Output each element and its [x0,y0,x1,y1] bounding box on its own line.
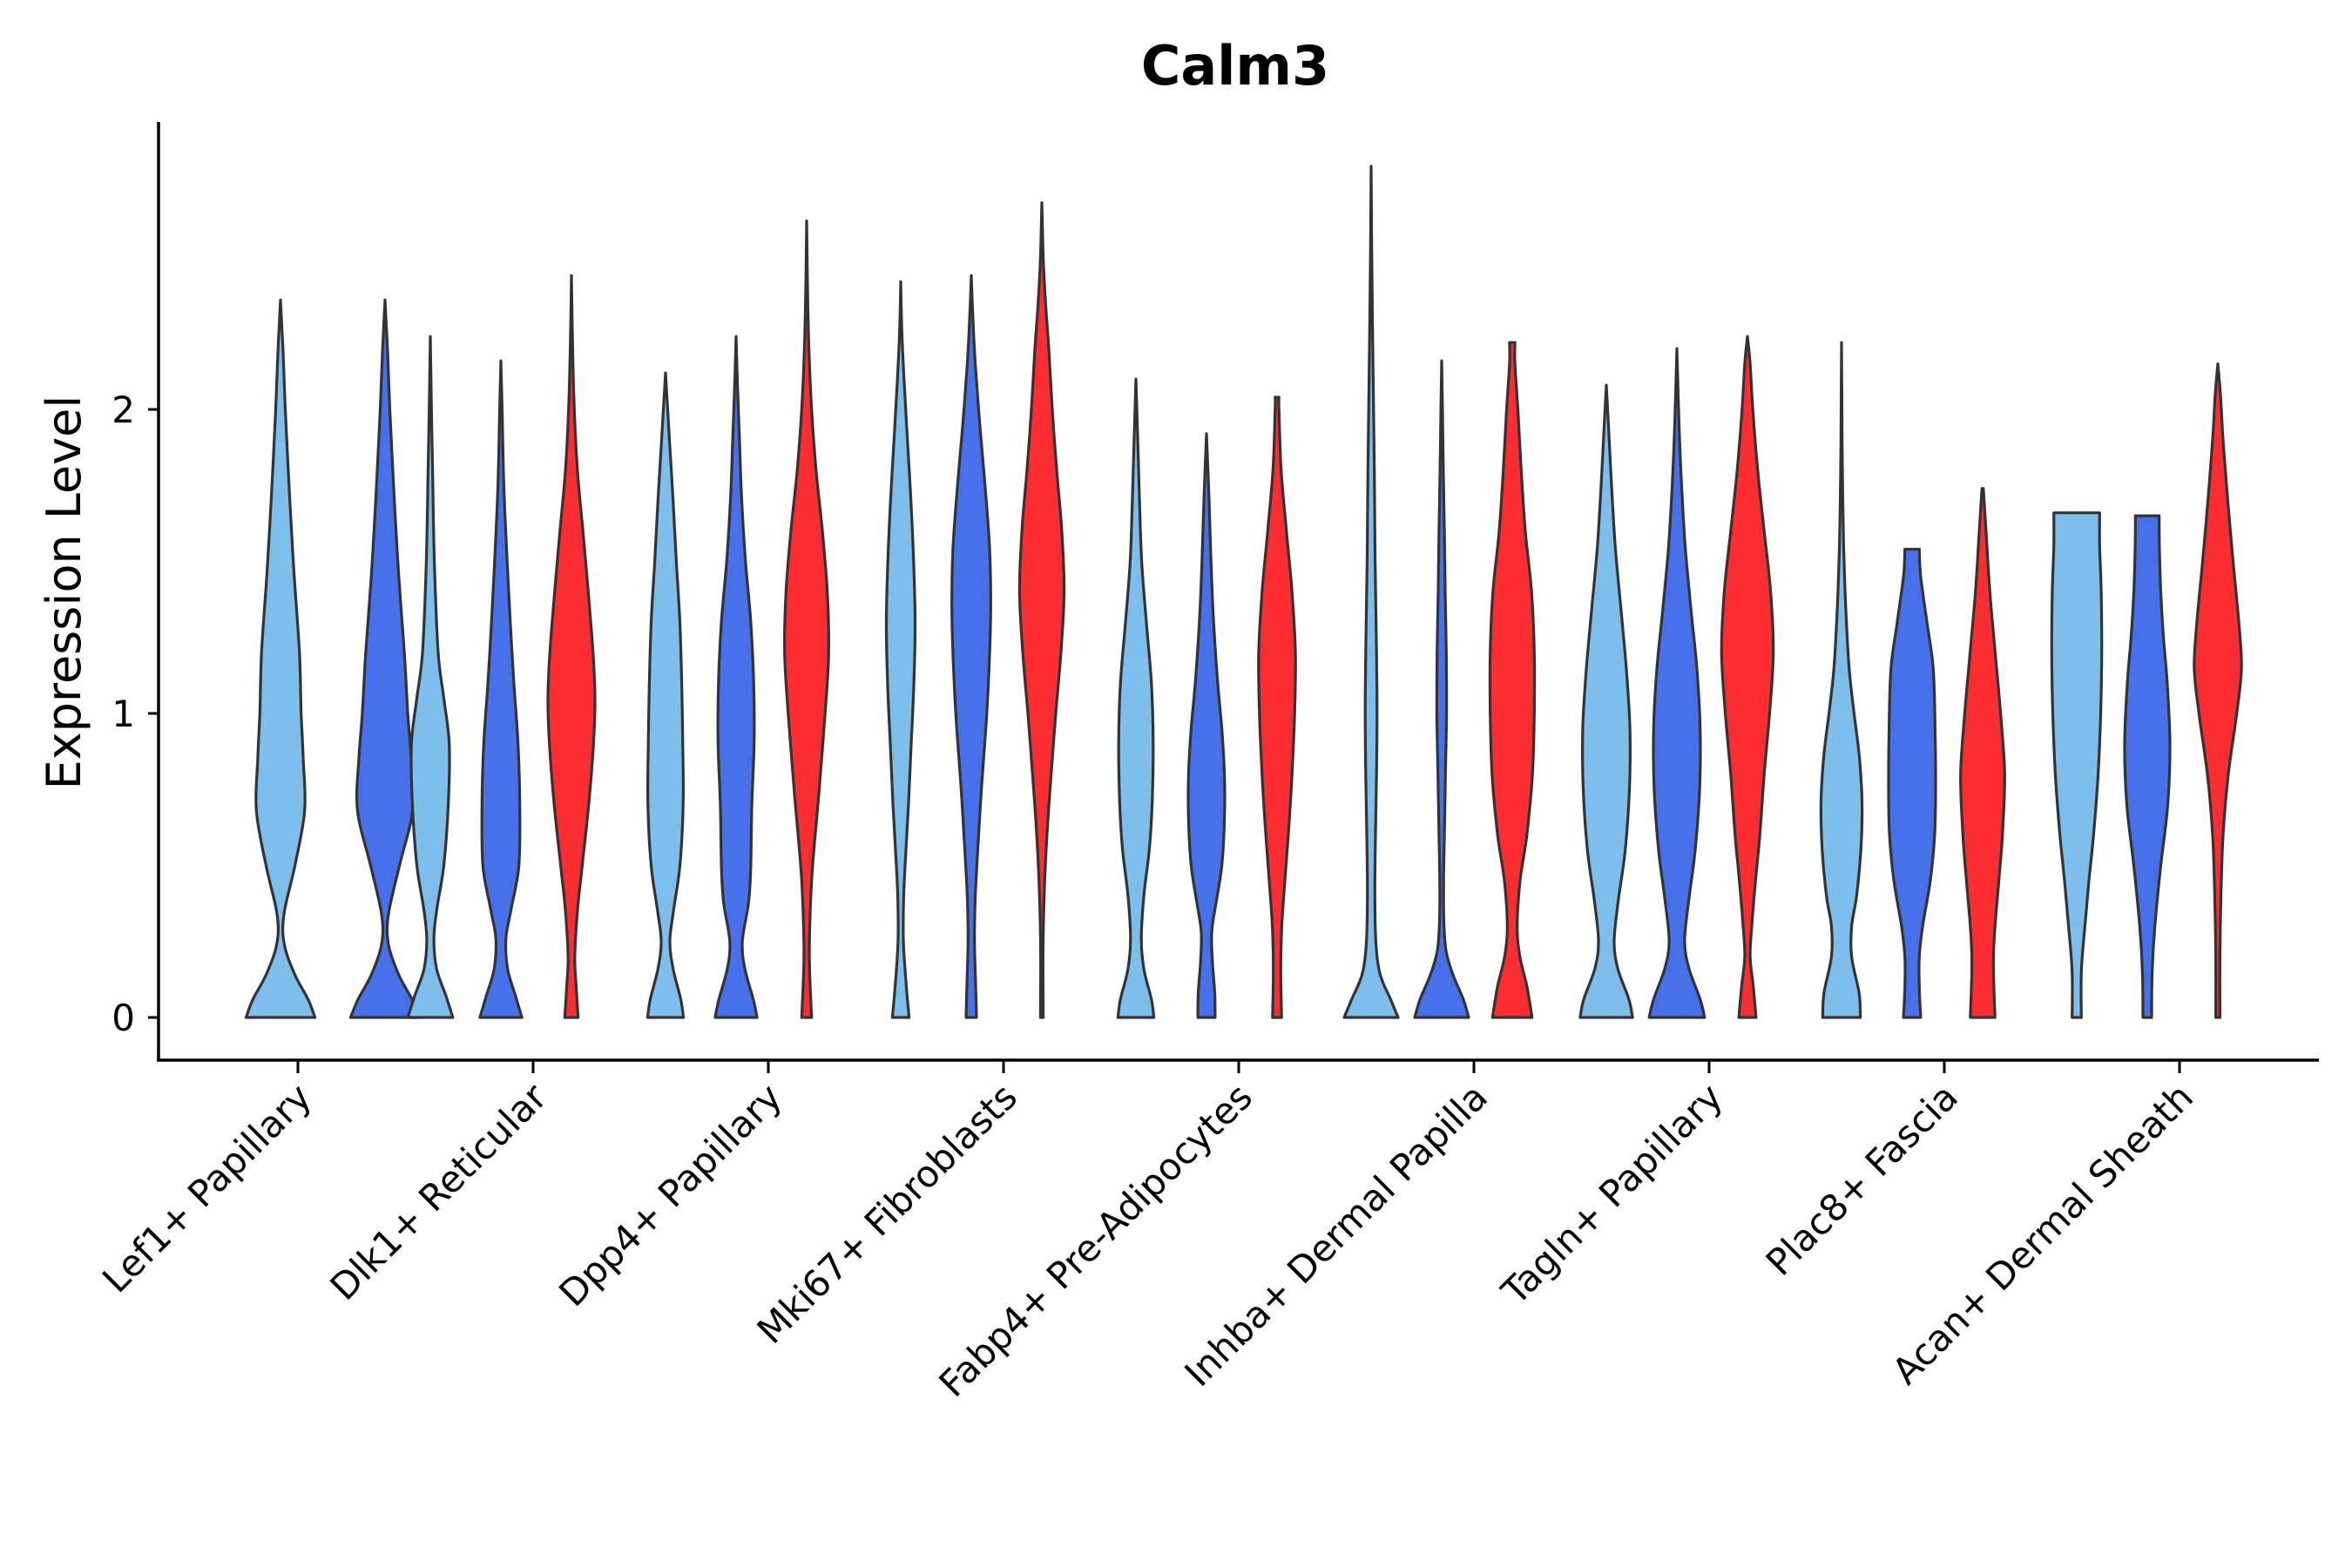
violin-blue [713,335,759,1019]
violin-blue [2123,514,2172,1019]
chart-title: Calm3 [1141,34,1329,98]
y-tick-label: 2 [112,389,135,431]
violin-red [546,274,597,1019]
violin-blue [1186,432,1227,1019]
violin-blue [1647,347,1707,1019]
violin-blue [1413,359,1470,1019]
y-axis-label: Expression Level [37,395,91,790]
violin-group [244,165,2243,1019]
violin-blue [478,359,524,1019]
violin-red [1257,395,1297,1019]
violin-red [2193,362,2243,1019]
violin-light [1578,383,1634,1019]
violin-light [2050,511,2104,1019]
violin-light [244,298,317,1019]
violin-red [1017,201,1066,1019]
violin-red [1488,341,1537,1019]
y-tick-label: 1 [112,693,135,735]
violin-blue [950,274,992,1019]
violin-light [406,335,455,1019]
violin-red [1959,487,2006,1019]
y-tick-label: 0 [112,997,135,1039]
violin-light [645,371,686,1019]
violin-light [1116,377,1156,1019]
violin-blue [348,298,422,1019]
violin-light [1819,341,1864,1019]
violin-red [783,220,830,1019]
y-ticks: 0 1 2 [112,389,159,1039]
violin-red [1720,335,1775,1019]
violin-blue [1887,547,1937,1019]
violin-light [1342,165,1400,1019]
violin-light [884,280,917,1019]
